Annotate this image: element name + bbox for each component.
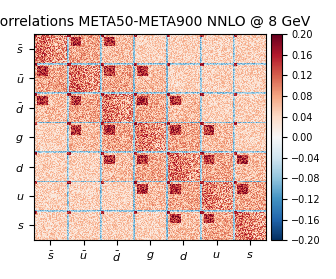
Title: Correlations META50-META900 NNLO @ 8 GeV: Correlations META50-META900 NNLO @ 8 GeV (0, 15, 310, 29)
